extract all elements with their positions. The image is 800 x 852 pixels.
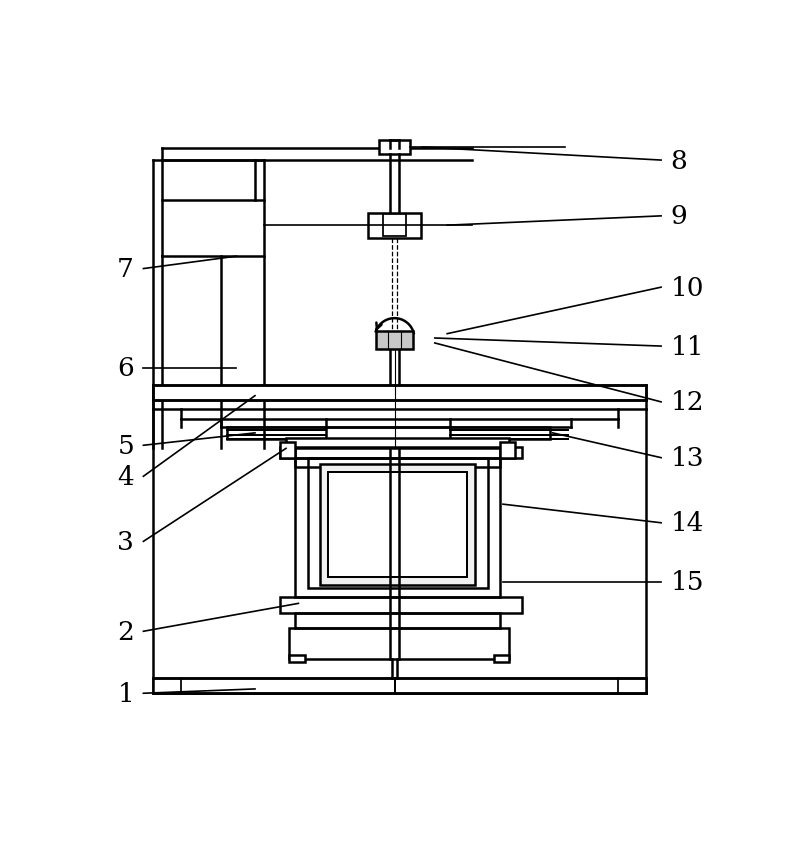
- Bar: [369, 214, 421, 239]
- Bar: [153, 386, 646, 400]
- Bar: [280, 597, 522, 613]
- Bar: [286, 439, 509, 450]
- Bar: [227, 427, 326, 440]
- Bar: [500, 443, 515, 458]
- Bar: [153, 678, 646, 694]
- Text: 7: 7: [118, 256, 134, 282]
- Bar: [320, 464, 475, 585]
- Text: 13: 13: [670, 446, 704, 470]
- Bar: [289, 629, 509, 659]
- Text: 12: 12: [670, 390, 704, 415]
- Text: 4: 4: [118, 464, 134, 489]
- Bar: [289, 655, 305, 663]
- Bar: [280, 447, 522, 458]
- Bar: [450, 427, 550, 440]
- Text: 14: 14: [670, 510, 704, 536]
- Bar: [494, 655, 509, 663]
- Bar: [295, 449, 500, 597]
- Bar: [328, 472, 467, 578]
- Text: 6: 6: [118, 356, 134, 381]
- Text: 2: 2: [118, 619, 134, 644]
- Bar: [383, 215, 406, 237]
- Text: 1: 1: [118, 681, 134, 706]
- Text: 5: 5: [118, 434, 134, 458]
- Bar: [379, 141, 410, 155]
- Text: 10: 10: [670, 275, 704, 300]
- Bar: [308, 458, 487, 588]
- Bar: [376, 331, 413, 350]
- Text: 3: 3: [118, 529, 134, 554]
- Text: 11: 11: [670, 334, 704, 360]
- Bar: [295, 458, 500, 468]
- Text: 9: 9: [670, 204, 687, 229]
- Text: 8: 8: [670, 148, 687, 173]
- Bar: [295, 613, 500, 629]
- Bar: [280, 443, 295, 458]
- Text: 15: 15: [670, 569, 704, 595]
